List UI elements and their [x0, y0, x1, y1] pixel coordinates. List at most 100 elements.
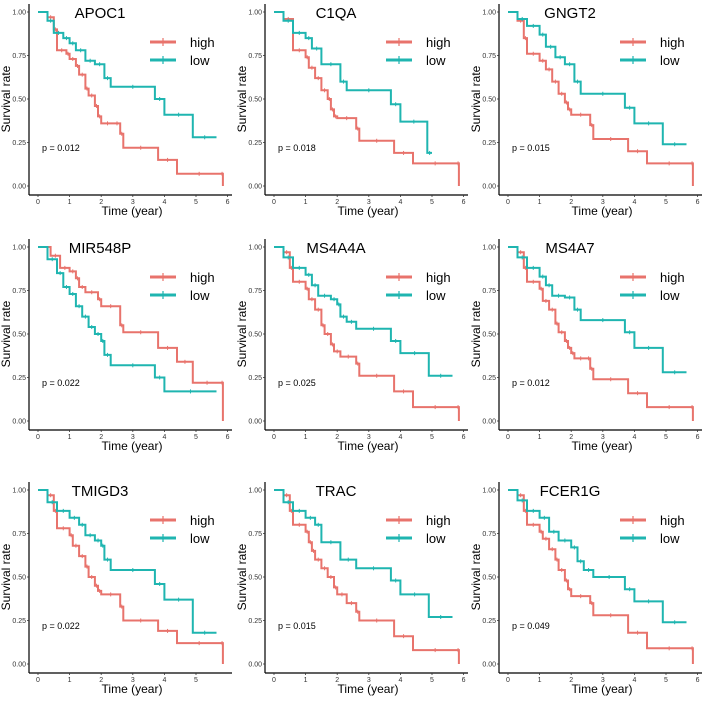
legend-label: low	[426, 53, 446, 68]
x-tick-label: 0	[272, 434, 276, 441]
legend-item-low: low	[620, 53, 680, 68]
x-tick-label: 4	[632, 677, 636, 684]
y-axis-label: Survival rate	[469, 543, 483, 610]
legend-item-high: high	[150, 270, 215, 285]
km-plot: 0.00 0.25 0.50 0.75 1.00 0 1 2 3 4 5 Time (year) Sur…	[0, 482, 232, 696]
x-axis-label: Time (year)	[338, 204, 399, 218]
legend-label: high	[426, 270, 451, 285]
y-tick-label: 0.00	[248, 662, 262, 669]
km-plot: 0.00 0.25 0.50 0.75 1.00 0 1 2 3 4 5 6 Time (year) Su…	[235, 4, 468, 218]
y-tick-label: 0.75	[482, 531, 496, 538]
chart-title: TMIGD3	[72, 483, 129, 500]
y-tick-label: 0.50	[482, 575, 496, 582]
km-plot: 0.00 0.25 0.50 0.75 1.00 0 1 2 3 4 5 6 Time (year) Su…	[469, 482, 702, 696]
x-tick-label: 6	[462, 199, 466, 206]
y-tick-label: 0.00	[482, 184, 496, 191]
x-tick-label: 3	[131, 199, 135, 206]
x-axis-label: Time (year)	[102, 204, 163, 218]
x-tick-label: 2	[569, 677, 573, 684]
x-tick-label: 1	[304, 434, 308, 441]
p-value: p = 0.022	[42, 621, 80, 631]
x-tick-label: 5	[664, 677, 668, 684]
survival-curve-low	[508, 489, 687, 624]
y-tick-label: 0.75	[12, 288, 26, 295]
x-tick-label: 2	[99, 434, 103, 441]
legend-item-high: high	[386, 35, 451, 50]
y-tick-label: 0.00	[248, 184, 262, 191]
y-tick-label: 0.75	[248, 53, 262, 60]
legend-label: high	[190, 513, 215, 528]
x-tick-label: 5	[194, 434, 198, 441]
y-tick-label: 0.25	[12, 618, 26, 625]
x-tick-label: 1	[304, 199, 308, 206]
km-panel-tmigd3: 0.00 0.25 0.50 0.75 1.00 0 1 2 3 4 5 Time (year) Sur…	[0, 478, 236, 711]
km-panel-c1qa: 0.00 0.25 0.50 0.75 1.00 0 1 2 3 4 5 6 Time (year) Su…	[235, 0, 472, 233]
legend-item-high: high	[150, 513, 215, 528]
x-tick-label: 6	[226, 434, 230, 441]
y-tick-label: 0.25	[248, 375, 262, 382]
y-tick-label: 0.75	[12, 53, 26, 60]
y-tick-label: 1.00	[482, 10, 496, 17]
p-value: p = 0.015	[278, 621, 316, 631]
km-plot: 0.00 0.25 0.50 0.75 1.00 0 1 2 3 4 5 6 Time (year) Su…	[235, 239, 468, 453]
x-tick-label: 0	[506, 434, 510, 441]
y-axis-label: Survival rate	[0, 65, 13, 132]
legend-item-high: high	[150, 35, 215, 50]
p-value: p = 0.018	[278, 143, 316, 153]
x-tick-label: 0	[272, 199, 276, 206]
y-tick-label: 0.50	[248, 575, 262, 582]
y-tick-label: 0.25	[482, 618, 496, 625]
x-axis-label: Time (year)	[572, 682, 633, 696]
x-tick-label: 2	[99, 199, 103, 206]
legend-item-high: high	[386, 270, 451, 285]
legend-label: high	[190, 35, 215, 50]
y-tick-label: 0.00	[482, 419, 496, 426]
survival-curve-low	[274, 11, 432, 154]
x-tick-label: 1	[304, 677, 308, 684]
survival-curve-low	[274, 246, 453, 377]
x-tick-label: 1	[538, 677, 542, 684]
x-tick-label: 1	[68, 677, 72, 684]
x-tick-label: 5	[430, 677, 434, 684]
x-tick-label: 3	[131, 677, 135, 684]
legend-item-high: high	[620, 270, 685, 285]
legend-item-low: low	[386, 288, 446, 303]
x-tick-label: 4	[162, 677, 166, 684]
p-value: p = 0.022	[42, 378, 80, 388]
x-tick-label: 4	[632, 199, 636, 206]
km-panel-apoc1: 0.00 0.25 0.50 0.75 1.00 0 1 2 3 4 5 6 Time (year) Su…	[0, 0, 236, 233]
p-value: p = 0.012	[512, 378, 550, 388]
y-tick-label: 0.50	[482, 332, 496, 339]
legend-label: low	[190, 53, 210, 68]
km-panel-ms4a7: 0.00 0.25 0.50 0.75 1.00 0 1 2 3 4 5 6 Time (year) Su…	[469, 235, 706, 468]
km-plot: 0.00 0.25 0.50 0.75 1.00 0 1 2 3 4 5 6 Time (year) Su…	[0, 239, 232, 453]
survival-curve-low	[274, 489, 453, 618]
legend-item-low: low	[150, 53, 210, 68]
survival-curve-low	[38, 11, 217, 139]
x-tick-label: 1	[538, 434, 542, 441]
x-tick-label: 6	[462, 677, 466, 684]
y-tick-label: 0.50	[12, 97, 26, 104]
legend-label: high	[190, 270, 215, 285]
y-axis-label: Survival rate	[235, 300, 249, 367]
x-tick-label: 1	[538, 199, 542, 206]
survival-curve-high	[38, 11, 224, 186]
legend-label: low	[426, 288, 446, 303]
legend-label: low	[660, 53, 680, 68]
x-tick-label: 3	[367, 677, 371, 684]
legend-label: high	[426, 513, 451, 528]
y-axis-label: Survival rate	[0, 543, 13, 610]
survival-curve-high	[274, 11, 460, 186]
x-tick-label: 3	[601, 677, 605, 684]
x-tick-label: 0	[36, 199, 40, 206]
x-tick-label: 5	[430, 434, 434, 441]
chart-title: MS4A4A	[306, 240, 365, 257]
legend-item-low: low	[150, 288, 210, 303]
x-tick-label: 5	[664, 434, 668, 441]
legend-label: high	[660, 513, 685, 528]
y-tick-label: 0.25	[12, 140, 26, 147]
legend-item-low: low	[386, 53, 446, 68]
y-tick-label: 0.75	[482, 288, 496, 295]
y-tick-label: 0.50	[482, 97, 496, 104]
chart-title: FCER1G	[540, 483, 601, 500]
